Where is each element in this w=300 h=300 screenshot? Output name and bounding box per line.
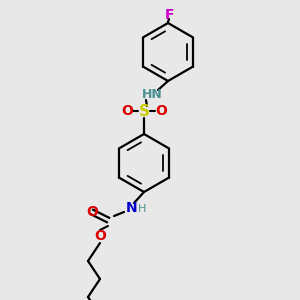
Text: N: N bbox=[126, 201, 138, 215]
Text: HN: HN bbox=[142, 88, 162, 101]
Text: H: H bbox=[138, 204, 146, 214]
Text: O: O bbox=[86, 205, 98, 219]
Text: O: O bbox=[121, 104, 133, 118]
Text: F: F bbox=[165, 8, 175, 22]
Text: O: O bbox=[94, 229, 106, 243]
Text: O: O bbox=[155, 104, 167, 118]
Text: S: S bbox=[139, 103, 149, 118]
